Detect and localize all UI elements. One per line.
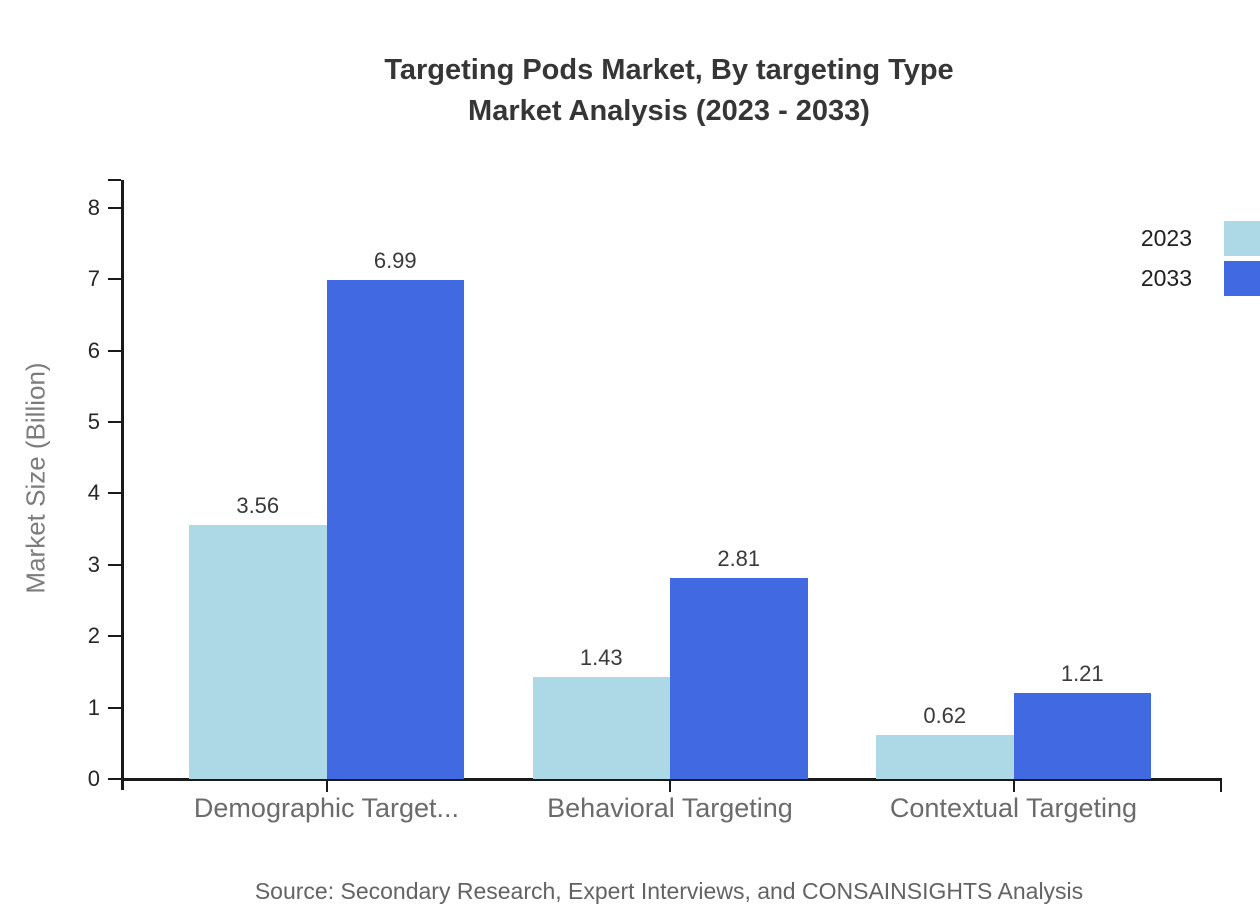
x-category-label: Demographic Target... xyxy=(193,793,460,823)
y-tick-label: 5 xyxy=(87,409,100,434)
y-tick-mark xyxy=(108,278,121,281)
y-tick-label: 3 xyxy=(87,551,100,577)
legend: 2023 2033 xyxy=(1132,221,1260,301)
y-tick-label: 2 xyxy=(87,623,100,649)
bar-value-label: 1.43 xyxy=(579,644,623,670)
y-tick-mark xyxy=(108,492,121,495)
bar-2023 xyxy=(189,524,327,779)
bar-2033 xyxy=(670,578,808,779)
legend-item-2033: 2033 xyxy=(1132,261,1260,296)
y-axis-spine xyxy=(120,180,124,790)
chart-title-line1: Targeting Pods Market, By targeting Type xyxy=(384,54,954,86)
legend-label-2033: 2033 xyxy=(1140,265,1192,291)
y-tick-mark xyxy=(108,706,121,709)
bar-value-label: 3.56 xyxy=(236,492,280,518)
x-axis-right-end-tick xyxy=(1219,779,1222,792)
y-tick-mark xyxy=(108,206,121,209)
legend-item-2023: 2023 xyxy=(1132,221,1260,256)
source-note: Source: Secondary Research, Expert Inter… xyxy=(254,878,1084,904)
y-tick-label: 6 xyxy=(87,337,100,363)
y-tick-mark xyxy=(108,635,121,638)
chart-title: Targeting Pods Market, By targeting Type… xyxy=(384,50,953,132)
bar-2023 xyxy=(532,676,670,779)
y-tick-mark xyxy=(108,563,121,566)
legend-swatch-2033-icon xyxy=(1224,261,1260,296)
chart-title-line2: Market Analysis (2023 - 2033) xyxy=(468,95,870,127)
x-category-label: Contextual Targeting xyxy=(889,793,1138,823)
bar-2033 xyxy=(326,279,464,779)
legend-swatch-2023-icon xyxy=(1224,221,1260,256)
y-axis-top-end-tick xyxy=(108,179,121,181)
y-tick-label: 8 xyxy=(87,194,100,220)
y-tick-label: 0 xyxy=(87,766,100,791)
y-tick-mark xyxy=(108,421,121,423)
x-category-label: Behavioral Targeting xyxy=(547,793,793,823)
y-tick-label: 7 xyxy=(87,266,100,292)
bar-value-label: 1.21 xyxy=(1060,660,1104,686)
y-tick-label: 1 xyxy=(87,694,100,720)
x-tick-mark xyxy=(1012,779,1015,792)
legend-label-2023: 2023 xyxy=(1140,225,1192,251)
bar-2023 xyxy=(876,734,1014,779)
bar-2033 xyxy=(1013,692,1151,779)
y-tick-label: 4 xyxy=(87,480,100,506)
bar-value-label: 0.62 xyxy=(923,702,967,728)
bar-value-label: 2.81 xyxy=(717,546,761,572)
x-tick-mark xyxy=(669,779,671,792)
y-tick-mark xyxy=(108,778,121,780)
bar-value-label: 6.99 xyxy=(373,247,417,273)
x-tick-mark xyxy=(325,779,328,792)
y-tick-mark xyxy=(108,349,121,352)
x-axis-spine xyxy=(120,777,1222,781)
